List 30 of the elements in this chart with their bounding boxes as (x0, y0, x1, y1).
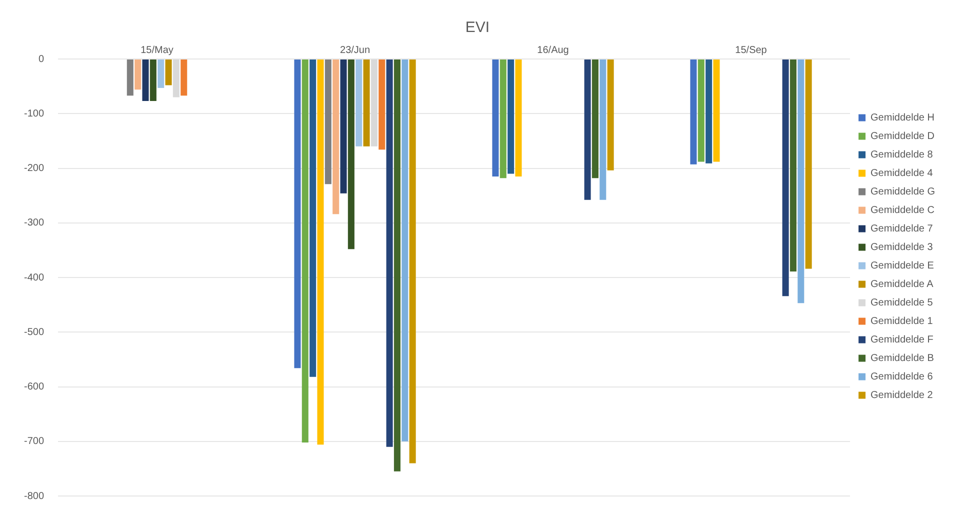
legend-label: Gemiddelde F (870, 334, 934, 346)
x-tick-label: 16/Aug (537, 44, 569, 56)
x-tick-label: 15/May (140, 44, 174, 56)
legend-label: Gemiddelde C (870, 205, 934, 216)
chart-title: EVI (465, 19, 490, 36)
y-tick-label: -700 (24, 436, 44, 448)
legend-label: Gemiddelde 1 (870, 316, 934, 327)
y-tick-label: -500 (24, 326, 44, 338)
legend-label: Gemiddelde E (870, 260, 934, 272)
y-tick-label: -300 (24, 218, 44, 229)
legend-label: Gemiddelde H (870, 112, 934, 124)
legend-label: Gemiddelde 7 (870, 224, 934, 234)
y-tick-label: -800 (24, 490, 44, 502)
y-tick-label: -200 (24, 163, 44, 174)
y-tick-label: -400 (24, 272, 44, 284)
legend-label: Gemiddelde 8 (870, 150, 934, 160)
x-tick-label: 15/Sep (735, 44, 768, 56)
y-tick-label: -600 (24, 382, 44, 392)
legend-label: Gemiddelde G (870, 186, 936, 198)
legend-label: Gemiddelde 4 (870, 168, 934, 179)
legend-label: Gemiddelde 3 (870, 242, 934, 253)
y-tick-label: 0 (38, 54, 44, 65)
legend-label: Gemiddelde A (870, 279, 934, 290)
legend-label: Gemiddelde B (870, 353, 934, 364)
y-tick-label: -100 (24, 108, 44, 120)
legend-label: Gemiddelde 2 (870, 390, 934, 401)
x-tick-label: 23/Jun (340, 44, 370, 56)
legend-label: Gemiddelde 6 (870, 372, 934, 382)
legend-label: Gemiddelde 5 (870, 298, 934, 308)
legend-label: Gemiddelde D (870, 131, 934, 142)
